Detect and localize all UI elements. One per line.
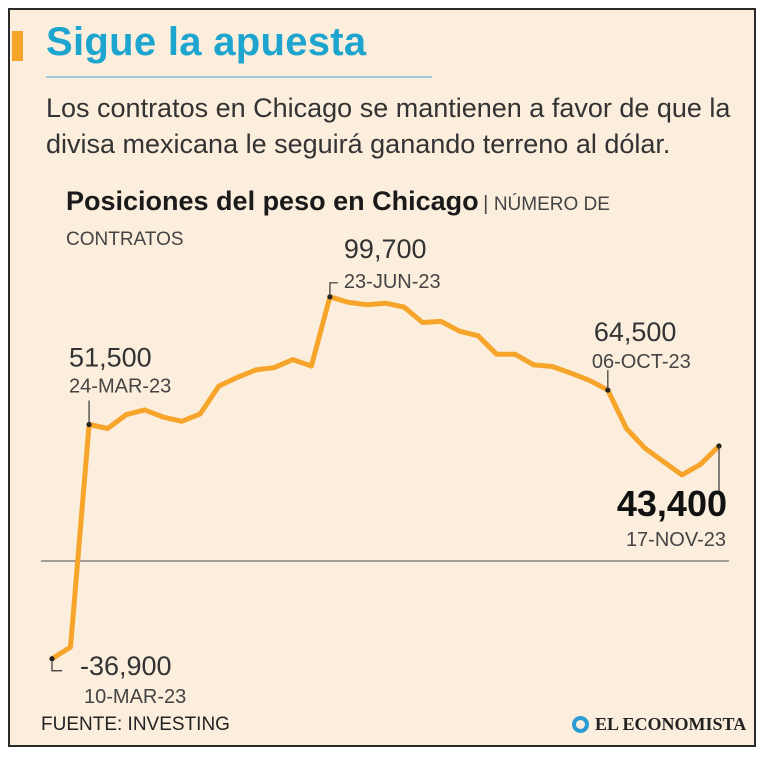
infographic-card (8, 8, 756, 747)
chart-title: Posiciones del peso en Chicago (66, 186, 479, 216)
brand-logo: EL ECONOMISTA (572, 714, 746, 735)
annotation-connector (329, 282, 338, 297)
annotation-date: 10-MAR-23 (84, 686, 186, 708)
subtitle: Los contratos en Chicago se mantienen a … (46, 93, 731, 159)
chart-unit: NÚMERO DE CONTRATOS (66, 194, 610, 250)
annotation-marker (49, 656, 55, 662)
annotation-group: -36,900 10-MAR-23 51,500 24-MAR-23 99,700 23-… (49, 234, 727, 708)
annotation-date: 06-OCT-23 (592, 351, 691, 373)
globe-icon (572, 716, 589, 733)
title-separator: | (483, 193, 494, 215)
annotation-value: 51,500 (69, 343, 152, 373)
annotation-value: 64,500 (594, 317, 677, 347)
accent-bar (12, 31, 23, 61)
source-note: FUENTE: INVESTING (41, 714, 230, 735)
headline-underline (46, 76, 432, 78)
annotation-date: 17-NOV-23 (626, 529, 726, 551)
brand-name: EL ECONOMISTA (595, 714, 747, 734)
annotation-value: 43,400 (617, 483, 727, 524)
annotation-connector (51, 661, 62, 672)
annotation-value: 99,700 (344, 234, 427, 264)
headline: Sigue la apuesta (46, 20, 367, 64)
annotation-date: 23-JUN-23 (344, 271, 441, 293)
annotation-date: 24-MAR-23 (69, 376, 171, 398)
chart-title-block: Posiciones del peso en Chicago | NÚMERO … (66, 184, 726, 258)
annotation-value: -36,900 (80, 651, 172, 681)
